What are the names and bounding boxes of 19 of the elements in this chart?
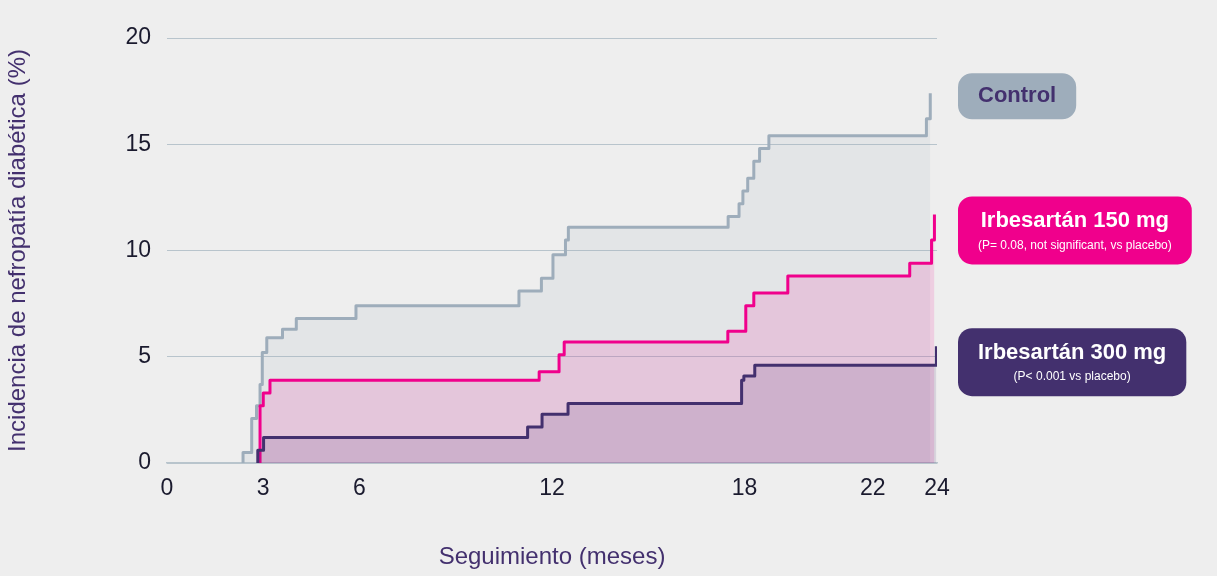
x-tick-label: 12 xyxy=(539,474,565,501)
text: Control xyxy=(978,82,1057,108)
text: (P= 0.08, not significant, vs placebo) xyxy=(978,237,1172,252)
x-tick-label: 24 xyxy=(924,474,950,501)
y-tick-label: 5 xyxy=(138,342,151,369)
y-axis-title: Incidencia de nefropatía diabética (%) xyxy=(3,49,31,452)
y-tick-label: 10 xyxy=(125,235,151,262)
y-tick-label: 15 xyxy=(125,129,151,156)
x-tick-label: 18 xyxy=(731,474,758,501)
series-label: Irbesartán 300 mg xyxy=(978,339,1167,365)
text: (P< 0.001 vs placebo) xyxy=(1013,369,1131,384)
x-tick-label: 0 xyxy=(160,474,174,501)
x-tick-label: 3 xyxy=(256,474,270,501)
x-tick-label: 6 xyxy=(353,474,366,501)
y-tick-label: 0 xyxy=(138,448,151,475)
y-tick-label: 20 xyxy=(125,23,151,50)
text: Irbesartán 150 mg xyxy=(980,207,1170,233)
x-axis-title: Seguimiento (meses) xyxy=(438,542,666,570)
x-tick-label: 22 xyxy=(860,474,886,501)
